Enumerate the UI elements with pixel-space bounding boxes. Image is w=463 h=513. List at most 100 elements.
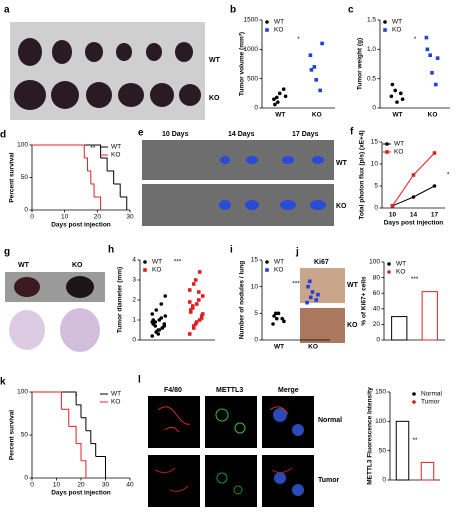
data-point: [159, 302, 164, 306]
x-tick-label: 14: [410, 212, 418, 219]
data-point: [162, 322, 167, 326]
image-label: Ki67: [314, 259, 329, 266]
line-point: [411, 173, 416, 177]
data-point: [153, 324, 158, 328]
tumors: [14, 38, 201, 110]
y-tick-label: 0: [132, 337, 136, 344]
data-point: [276, 311, 281, 316]
image-label: KO: [72, 262, 83, 269]
panel-letter: k: [0, 377, 6, 388]
line-point: [390, 204, 395, 208]
data-point: [318, 88, 322, 93]
lung: [66, 276, 94, 298]
image-label: F4/80: [164, 387, 182, 394]
y-tick-label: 4: [132, 257, 136, 264]
data-point: [399, 91, 403, 96]
survival-step: [90, 183, 95, 197]
image-label: WT: [336, 160, 348, 167]
data-point: [283, 94, 288, 99]
y-tick-label: 50: [21, 432, 29, 439]
data-point: [199, 316, 204, 320]
y-tick-label: 0: [372, 105, 376, 112]
legend-label: WT: [152, 259, 162, 266]
data-point: [273, 102, 277, 107]
x-tick-label: 40: [126, 482, 134, 489]
x-tick-label: WT: [392, 112, 402, 119]
y-tick-label: 15: [371, 139, 379, 146]
y-tick-label: 10: [251, 283, 259, 290]
y-axis-label: Percent survival: [9, 410, 16, 460]
y-tick-label: 0: [254, 337, 258, 344]
legend-marker: [383, 20, 387, 24]
y-tick-label: 80: [373, 274, 381, 281]
x-tick-label: 0: [30, 214, 34, 221]
x-axis-label: Days post injection: [51, 222, 111, 229]
y-tick-label: 5: [254, 310, 258, 317]
survival-step: [84, 157, 89, 171]
x-tick-label: 10: [53, 482, 61, 489]
image-label: 10 Days: [162, 131, 189, 138]
survival-step: [32, 391, 62, 410]
y-tick-label: 20: [373, 321, 381, 328]
data-point: [160, 326, 165, 330]
y-tick-label: 2: [132, 297, 136, 304]
legend-label: WT: [274, 19, 284, 26]
x-axis-label: Days post injection: [51, 490, 111, 497]
y-tick-label: 1500: [244, 17, 259, 24]
y-tick-label: 0: [24, 475, 28, 482]
data-point: [193, 322, 198, 326]
y-tick-label: 100: [17, 142, 28, 149]
panel-letter: b: [230, 5, 236, 16]
data-point: [196, 290, 201, 294]
data-point: [277, 91, 282, 96]
image-label: Tumor: [318, 477, 340, 484]
legend-label: KO: [274, 27, 283, 34]
line-point: [432, 151, 437, 155]
data-point: [150, 312, 155, 316]
significance: **: [90, 145, 96, 152]
data-point: [190, 306, 195, 310]
legend-label: KO: [392, 27, 401, 34]
data-point: [272, 314, 276, 318]
legend-marker: [265, 268, 269, 272]
data-point: [197, 270, 202, 274]
legend-label: KO: [111, 152, 120, 159]
y-tick-label: 100: [17, 389, 28, 396]
panel-letter: g: [4, 247, 10, 258]
fluorescence-grid: [148, 396, 314, 507]
legend-label: KO: [152, 267, 161, 274]
x-tick-label: KO: [312, 112, 322, 119]
y-tick-label: 150: [375, 389, 386, 396]
legend-label: WT: [111, 144, 121, 151]
x-axis-label: Days post injection: [384, 220, 444, 227]
significance: ***: [411, 276, 419, 283]
bar: [421, 291, 438, 341]
data-point: [194, 320, 199, 324]
data-point: [187, 288, 192, 292]
legend-marker: [411, 399, 417, 405]
y-tick-label: 500: [247, 75, 258, 82]
x-tick-label: WT: [275, 112, 285, 119]
y-axis-label: Tumor volume (mm³): [239, 32, 246, 96]
legend-marker: [143, 260, 147, 264]
data-point: [276, 100, 280, 104]
panel-letter: d: [0, 130, 6, 141]
legend-label: WT: [394, 141, 404, 148]
y-tick-label: 1000: [244, 46, 259, 53]
panel-letter: f: [350, 127, 354, 138]
legend-marker: [387, 262, 391, 266]
data-point: [310, 290, 315, 294]
image-label: METTL3: [216, 387, 243, 394]
data-point: [307, 279, 312, 284]
data-point: [159, 316, 164, 320]
x-tick-label: 10: [61, 214, 69, 221]
image-label: 14 Days: [228, 131, 255, 138]
y-tick-label: 10: [371, 161, 379, 168]
data-point: [280, 316, 285, 321]
legend-label: KO: [111, 399, 120, 406]
survival-step: [85, 430, 92, 444]
legend-label: WT: [111, 391, 121, 398]
legend-label: WT: [396, 261, 406, 268]
panel-letter: j: [295, 247, 299, 258]
